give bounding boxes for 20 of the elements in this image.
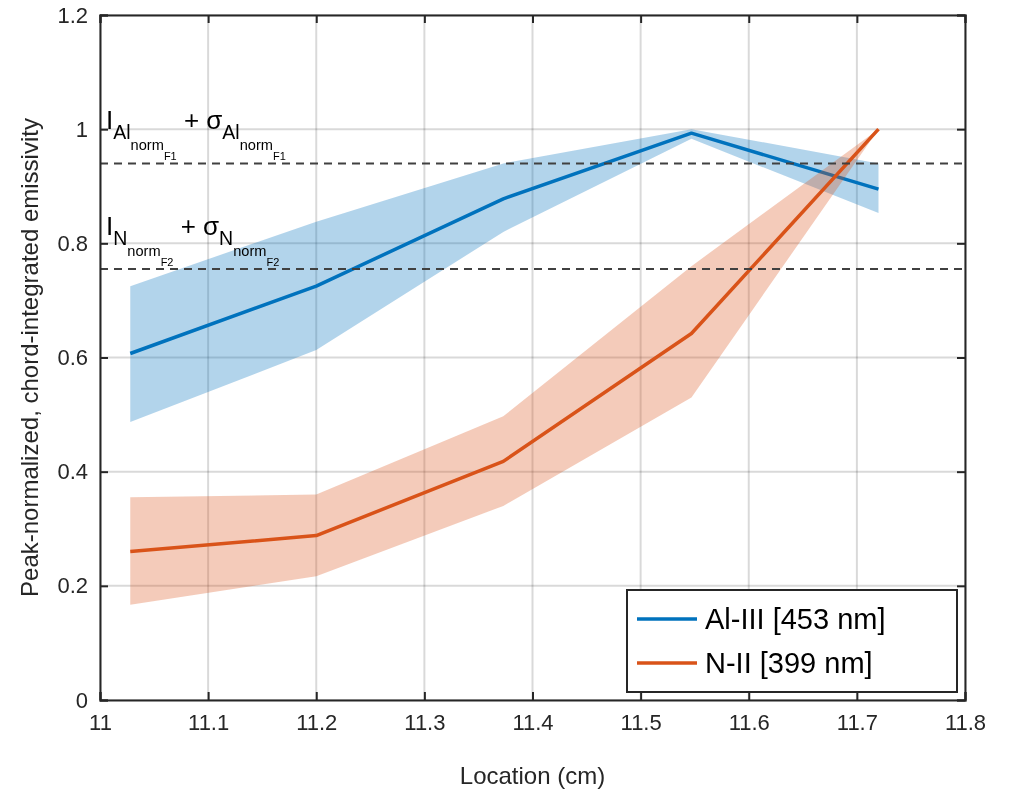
- y-tick-label: 0.6: [57, 345, 88, 371]
- x-tick-label: 11.6: [728, 709, 770, 735]
- y-tick-label: 0.2: [57, 573, 88, 599]
- legend-label: N-II [399 nm]: [705, 647, 873, 679]
- x-tick-label: 11: [89, 709, 112, 735]
- y-tick-label: 1: [75, 116, 88, 142]
- x-axis-title: Location (cm): [459, 762, 606, 789]
- x-tick-label: 11.3: [404, 709, 446, 735]
- x-tick-label: 11.8: [944, 709, 987, 735]
- x-tick-label: 11.4: [512, 709, 554, 735]
- x-tick-label: 11.1: [188, 709, 230, 735]
- x-tick-label: 11.5: [620, 709, 662, 735]
- legend-label: Al-III [453 nm]: [705, 603, 886, 635]
- x-tick-label: 11.7: [836, 709, 878, 735]
- x-tick-label: 11.2: [296, 709, 338, 735]
- y-axis-title: Peak-normalized, chord-integrated emissivity: [16, 118, 43, 597]
- y-tick-label: 1.2: [57, 2, 88, 28]
- y-tick-label: 0.8: [57, 230, 88, 256]
- y-tick-label: 0: [75, 687, 88, 713]
- y-tick-label: 0.4: [57, 459, 88, 485]
